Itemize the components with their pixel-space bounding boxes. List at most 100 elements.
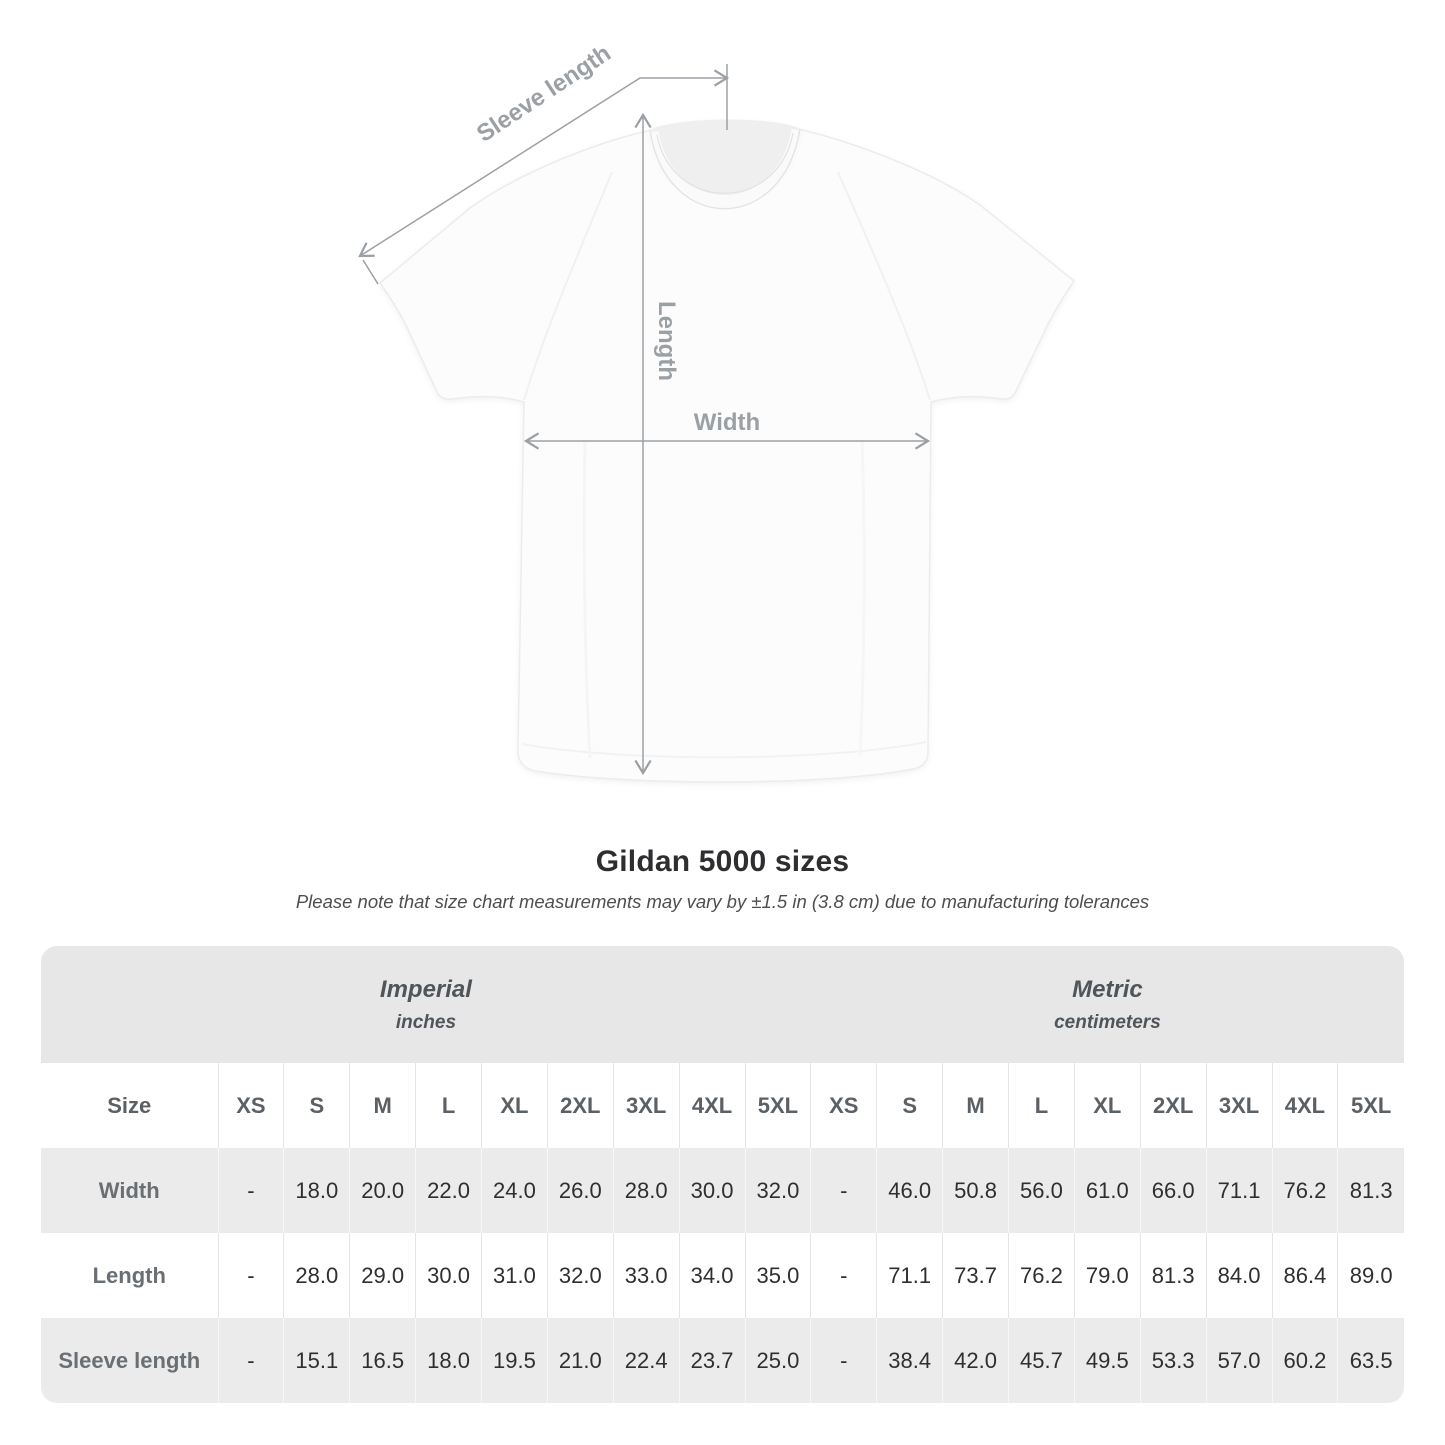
value-cell-imperial: -: [217, 1318, 284, 1403]
size-col-header: Size: [107, 1092, 152, 1118]
value-cell-imperial: 18.0: [415, 1318, 482, 1403]
value-cell-imperial: 34.0: [678, 1233, 745, 1318]
value-cell-metric: 73.7: [942, 1233, 1009, 1318]
value-cell-metric: 56.0: [1008, 1148, 1075, 1233]
metric-group-unit: centimeters: [1054, 1011, 1161, 1033]
imperial-group-unit: inches: [395, 1011, 457, 1033]
length-label: Length: [653, 301, 680, 381]
value-cell-metric: -: [810, 1233, 877, 1318]
value-cell-imperial: 22.4: [612, 1318, 680, 1403]
value-cell-metric: 42.0: [942, 1318, 1009, 1403]
value-cell-metric: 89.0: [1337, 1233, 1404, 1318]
unit-group-row: Imperial inches Metric centimeters: [41, 946, 1404, 1063]
size-header-metric: 2XL: [1139, 1063, 1207, 1148]
value-cell-metric: 81.3: [1337, 1148, 1404, 1233]
metric-group-header: Metric centimeters: [810, 946, 1404, 1063]
value-cell-metric: 76.2: [1271, 1148, 1338, 1233]
row-label: Length: [92, 1262, 166, 1288]
value-cell-imperial: 15.1: [283, 1318, 350, 1403]
value-cell-imperial: 21.0: [546, 1318, 614, 1403]
value-cell-imperial: 30.0: [415, 1233, 482, 1318]
size-header-imperial: L: [415, 1063, 482, 1148]
sleeve-length-arrow: [358, 69, 730, 258]
value-cell-imperial: 28.0: [612, 1148, 680, 1233]
value-cell-imperial: 33.0: [612, 1233, 680, 1318]
value-cell-metric: 79.0: [1073, 1233, 1141, 1318]
value-cell-imperial: 29.0: [349, 1233, 416, 1318]
sleeve-length-arrow-tail: [362, 259, 379, 285]
heading-section: Gildan 5000 sizes Please note that size …: [0, 845, 1445, 913]
size-header-imperial: M: [349, 1063, 416, 1148]
value-cell-imperial: 22.0: [415, 1148, 482, 1233]
size-header-metric: M: [942, 1063, 1009, 1148]
size-table: Imperial inches Metric centimeters Size X…: [41, 946, 1404, 1403]
size-header-imperial: XL: [481, 1063, 548, 1148]
value-cell-imperial: 31.0: [481, 1233, 548, 1318]
table-row: Length -28.0 29.0 30.0 31.0 32.0 33.0 34.0 35.0-…: [41, 1233, 1404, 1318]
size-header-metric: XL: [1073, 1063, 1141, 1148]
size-header-metric: L: [1008, 1063, 1075, 1148]
value-cell-imperial: 32.0: [744, 1148, 811, 1233]
value-cell-imperial: 20.0: [349, 1148, 416, 1233]
size-header-imperial: S: [283, 1063, 350, 1148]
value-cell-metric: 81.3: [1139, 1233, 1207, 1318]
size-header-row: Size XS S M L XL 2XL 3XL 4XL 5XL XS S M L XL 2XL 3XL 4XL 5…: [41, 1063, 1404, 1148]
value-cell-metric: 61.0: [1073, 1148, 1141, 1233]
fabric-crease: [858, 439, 866, 757]
value-cell-imperial: 25.0: [744, 1318, 811, 1403]
size-header-metric: 5XL: [1337, 1063, 1404, 1148]
value-cell-imperial: 30.0: [678, 1148, 745, 1233]
size-header-metric: 4XL: [1271, 1063, 1338, 1148]
size-header-imperial: XS: [217, 1063, 284, 1148]
value-cell-metric: 60.2: [1271, 1318, 1338, 1403]
value-cell-imperial: -: [217, 1148, 284, 1233]
page-title: Gildan 5000 sizes: [595, 845, 850, 878]
value-cell-imperial: -: [217, 1233, 284, 1318]
imperial-group-name: Imperial: [379, 975, 472, 1003]
size-table-body: Width -18.0 20.0 22.0 24.0 26.0 28.0 30.0 32.0-4…: [41, 1148, 1404, 1403]
size-header-metric: S: [876, 1063, 943, 1148]
value-cell-metric: 45.7: [1008, 1318, 1075, 1403]
sleeve-length-label: Sleeve length: [472, 40, 616, 148]
value-cell-metric: 49.5: [1073, 1318, 1141, 1403]
size-header-imperial: 4XL: [678, 1063, 745, 1148]
value-cell-metric: 63.5: [1337, 1318, 1404, 1403]
width-label: Width: [694, 409, 760, 436]
value-cell-imperial: 19.5: [481, 1318, 548, 1403]
value-cell-imperial: 23.7: [678, 1318, 745, 1403]
value-cell-metric: 57.0: [1205, 1318, 1272, 1403]
table-row: Width -18.0 20.0 22.0 24.0 26.0 28.0 30.0 32.0-4…: [41, 1148, 1404, 1233]
size-header-metric: XS: [810, 1063, 877, 1148]
value-cell-metric: 53.3: [1139, 1318, 1207, 1403]
value-cell-metric: 86.4: [1271, 1233, 1338, 1318]
value-cell-metric: 84.0: [1205, 1233, 1272, 1318]
value-cell-imperial: 28.0: [283, 1233, 350, 1318]
size-header-imperial: 5XL: [744, 1063, 811, 1148]
fabric-crease: [582, 439, 592, 759]
metric-group-name: Metric: [1072, 975, 1143, 1003]
value-cell-metric: 38.4: [876, 1318, 943, 1403]
imperial-group-header: Imperial inches: [41, 946, 811, 1063]
right-sleeve-seam: [837, 171, 931, 401]
value-cell-metric: 66.0: [1139, 1148, 1207, 1233]
size-header-metric: 3XL: [1205, 1063, 1272, 1148]
tshirt-illustration: [378, 119, 1076, 783]
value-cell-metric: -: [810, 1148, 877, 1233]
value-cell-metric: 71.1: [1205, 1148, 1272, 1233]
value-cell-metric: 76.2: [1008, 1233, 1075, 1318]
hem-stitch: [521, 741, 927, 759]
value-cell-metric: 71.1: [876, 1233, 943, 1318]
value-cell-imperial: 18.0: [283, 1148, 350, 1233]
value-cell-imperial: 16.5: [349, 1318, 416, 1403]
size-header-imperial: 2XL: [546, 1063, 614, 1148]
tshirt-measurement-diagram: Sleeve length Length Width: [358, 40, 1076, 783]
size-header-imperial: 3XL: [612, 1063, 680, 1148]
value-cell-imperial: 24.0: [481, 1148, 548, 1233]
value-cell-imperial: 35.0: [744, 1233, 811, 1318]
value-cell-metric: 46.0: [876, 1148, 943, 1233]
table-row: Sleeve length -15.1 16.5 18.0 19.5 21.0 22.4 23…: [41, 1318, 1404, 1403]
value-cell-metric: 50.8: [942, 1148, 1009, 1233]
value-cell-metric: -: [810, 1318, 877, 1403]
tolerance-note: Please note that size chart measurements…: [295, 891, 1150, 912]
